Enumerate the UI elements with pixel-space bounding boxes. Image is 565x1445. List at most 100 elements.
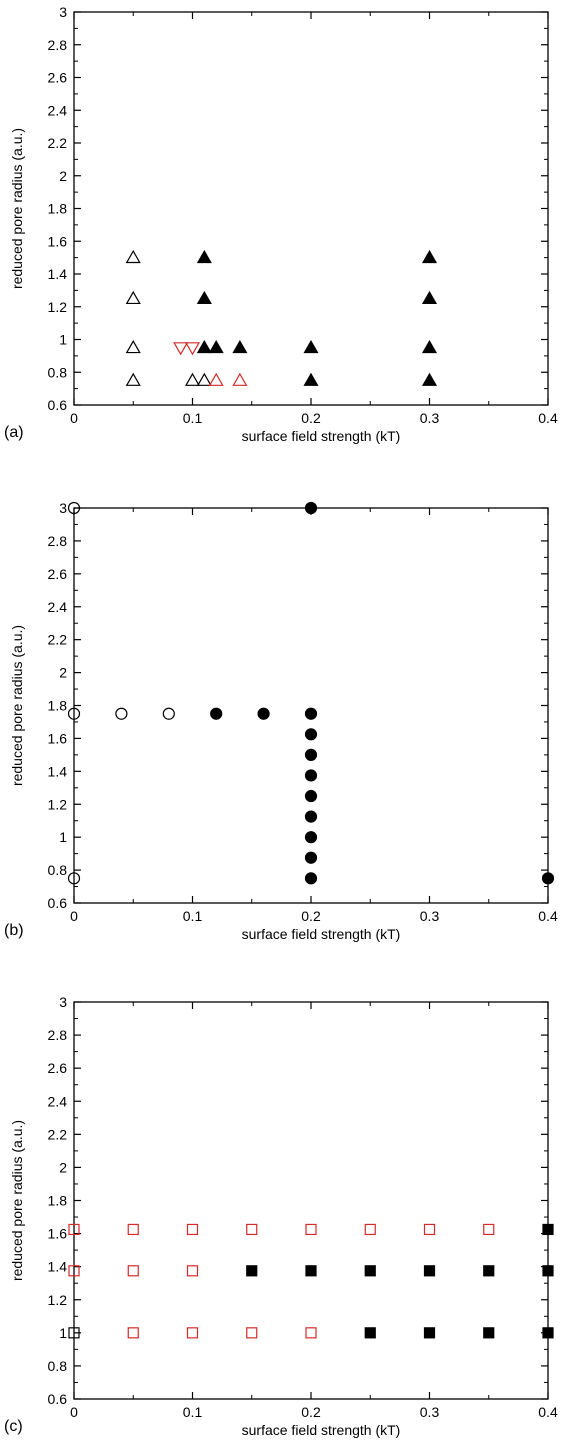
data-point-circle bbox=[115, 707, 128, 720]
data-point-square bbox=[542, 1265, 554, 1277]
data-point-square bbox=[305, 1265, 317, 1277]
data-point-square bbox=[246, 1265, 258, 1277]
x-tick-label: 0.1 bbox=[183, 1404, 203, 1420]
x-tick-label: 0.3 bbox=[420, 410, 440, 426]
data-point-circle bbox=[304, 831, 318, 844]
plot-frame bbox=[73, 507, 549, 904]
y-tick-label: 2.6 bbox=[48, 70, 68, 86]
plot-frame bbox=[73, 1001, 549, 1400]
data-point-triangle-up bbox=[184, 372, 201, 386]
data-point-square bbox=[127, 1265, 139, 1277]
x-tick-label: 0 bbox=[70, 1404, 78, 1420]
y-tick-label: 0.6 bbox=[48, 397, 68, 413]
data-point-triangle-up bbox=[196, 339, 212, 354]
x-tick-label: 0.1 bbox=[183, 908, 203, 924]
y-tick-label: 2 bbox=[59, 665, 67, 681]
x-axis-label: surface field strength (kT) bbox=[242, 926, 401, 942]
x-tick-label: 0.2 bbox=[301, 410, 321, 426]
y-tick-label: 1.8 bbox=[48, 698, 68, 714]
x-tick-label: 0 bbox=[70, 410, 78, 426]
data-point-square bbox=[542, 1327, 554, 1339]
panel-label: (a) bbox=[4, 424, 24, 441]
y-axis-label: reduced pore radius (a.u.) bbox=[9, 1120, 25, 1281]
chart-panel-3: 0.6 0.8 1 1.2 1.4 1.6 1.8 2 2.2 2.4 2.6 2.8 3 0 0.1 0.2… bbox=[4, 994, 558, 1438]
data-point-circle bbox=[304, 728, 318, 741]
data-point-triangle-up bbox=[421, 249, 438, 264]
panel-label: (b) bbox=[4, 922, 24, 939]
data-point-square bbox=[364, 1223, 376, 1236]
data-point-square bbox=[186, 1327, 199, 1339]
data-point-triangle-up bbox=[125, 339, 141, 354]
y-tick-label: 2.8 bbox=[48, 533, 68, 549]
y-axis-label: reduced pore radius (a.u.) bbox=[9, 625, 25, 786]
y-tick-label: 0.8 bbox=[48, 364, 68, 380]
data-point-square bbox=[423, 1265, 436, 1277]
data-point-square bbox=[483, 1327, 495, 1339]
data-point-triangle-up bbox=[421, 339, 438, 354]
data-point-triangle-up bbox=[232, 339, 248, 354]
data-point-circle bbox=[304, 851, 318, 864]
y-tick-label: 0.8 bbox=[48, 1358, 68, 1374]
y-tick-label: 2 bbox=[59, 1159, 67, 1175]
panel-label: (c) bbox=[4, 1418, 23, 1435]
x-tick-label: 0.4 bbox=[538, 410, 558, 426]
data-point-square bbox=[305, 1223, 317, 1236]
data-point-triangle-up bbox=[232, 372, 248, 386]
y-tick-label: 1.2 bbox=[48, 796, 68, 812]
data-point-circle bbox=[67, 872, 81, 885]
data-point-square bbox=[483, 1265, 495, 1277]
data-point-square bbox=[542, 1223, 554, 1236]
data-point-circle bbox=[257, 707, 270, 720]
data-point-triangle-up bbox=[125, 372, 141, 386]
y-tick-label: 2.2 bbox=[48, 1126, 68, 1142]
y-tick-label: 2.6 bbox=[48, 566, 68, 582]
data-point-square bbox=[364, 1327, 376, 1339]
x-tick-label: 0 bbox=[70, 908, 78, 924]
y-tick-label: 1.8 bbox=[48, 201, 68, 217]
data-point-circle bbox=[67, 707, 81, 720]
x-axis-label: surface field strength (kT) bbox=[242, 428, 401, 444]
data-point-triangle-down bbox=[184, 342, 201, 356]
data-point-circle bbox=[304, 872, 318, 885]
y-tick-label: 1.2 bbox=[48, 299, 68, 315]
y-tick-label: 1.8 bbox=[48, 1193, 68, 1209]
data-point-triangle-up bbox=[421, 372, 438, 386]
data-point-square bbox=[127, 1223, 139, 1236]
chart-panel-1: 0.6 0.8 1 1.2 1.4 1.6 1.8 2 2.2 2.4 2.6 2.8 3 0 0.1 0.2… bbox=[4, 4, 558, 444]
y-tick-label: 2.2 bbox=[48, 632, 68, 648]
y-tick-label: 1.4 bbox=[48, 1259, 68, 1275]
y-tick-label: 1.4 bbox=[48, 266, 68, 282]
data-point-square bbox=[246, 1223, 258, 1236]
data-point-square bbox=[305, 1327, 317, 1339]
y-tick-label: 1.6 bbox=[48, 1226, 68, 1242]
data-point-triangle-down bbox=[173, 342, 189, 356]
y-tick-label: 2.6 bbox=[48, 1060, 68, 1076]
data-point-square bbox=[68, 1223, 80, 1236]
y-tick-label: 2.4 bbox=[48, 599, 68, 615]
y-tick-label: 0.8 bbox=[48, 862, 68, 878]
data-point-circle bbox=[304, 748, 318, 761]
data-point-circle bbox=[210, 707, 223, 720]
data-point-triangle-up bbox=[125, 290, 141, 305]
data-point-triangle-up bbox=[196, 372, 212, 386]
x-tick-label: 0.3 bbox=[420, 1404, 440, 1420]
data-point-circle bbox=[162, 707, 175, 720]
data-point-circle bbox=[304, 789, 318, 803]
y-tick-label: 1.4 bbox=[48, 763, 68, 779]
y-tick-label: 2.4 bbox=[48, 102, 68, 118]
y-tick-label: 2.8 bbox=[48, 1027, 68, 1043]
y-tick-label: 1.2 bbox=[48, 1292, 68, 1308]
data-point-triangle-up bbox=[303, 372, 319, 386]
data-point-triangle-up bbox=[125, 249, 141, 264]
y-tick-label: 2 bbox=[59, 168, 67, 184]
data-point-circle bbox=[67, 501, 81, 515]
x-axis-label: surface field strength (kT) bbox=[242, 1422, 401, 1438]
data-point-triangle-up bbox=[196, 249, 212, 264]
x-tick-label: 0.4 bbox=[538, 908, 558, 924]
y-tick-label: 3 bbox=[59, 500, 67, 516]
y-tick-label: 1 bbox=[59, 1325, 67, 1341]
data-point-square bbox=[186, 1265, 199, 1277]
x-tick-label: 0.2 bbox=[301, 1404, 321, 1420]
data-point-triangle-up bbox=[421, 290, 438, 305]
